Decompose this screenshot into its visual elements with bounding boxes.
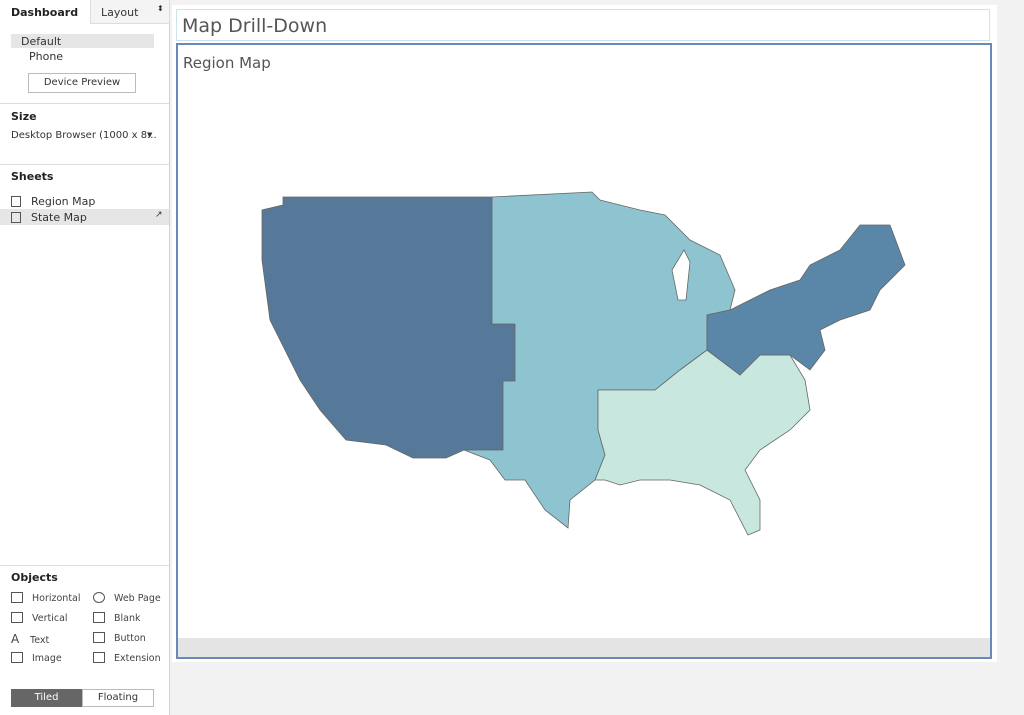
- sheet-item[interactable]: State Map: [31, 211, 87, 224]
- dashboard-title: Map Drill-Down: [182, 15, 328, 37]
- sheet-icon: [11, 196, 21, 207]
- selected-row: [11, 34, 154, 48]
- section-title: Objects: [11, 571, 58, 584]
- object[interactable]: A Text: [11, 632, 50, 646]
- tab[interactable]: Dashboard: [0, 0, 90, 24]
- title-box: Map Drill-Down: [176, 9, 990, 41]
- toggle[interactable]: Tiled: [11, 689, 82, 707]
- region-west[interactable]: [261, 196, 516, 459]
- section-title: Size: [11, 110, 37, 123]
- tab-label: Dashboard: [11, 6, 79, 19]
- label: Extension: [114, 653, 161, 664]
- sheet-container: Region Map: [176, 43, 992, 659]
- toggle[interactable]: Floating: [82, 689, 154, 707]
- object[interactable]: Vertical: [11, 612, 68, 624]
- object[interactable]: Blank: [93, 612, 141, 624]
- label: Blank: [114, 613, 141, 624]
- label: Floating: [97, 692, 139, 703]
- scroll-strip: [178, 638, 990, 657]
- object[interactable]: Horizontal: [11, 592, 81, 604]
- label: Tiled: [34, 692, 59, 703]
- tab[interactable]: Layout ⬍: [90, 0, 170, 24]
- region-east[interactable]: [706, 224, 906, 376]
- button[interactable]: Device Preview: [28, 73, 136, 93]
- label: Vertical: [32, 613, 68, 624]
- label: Image: [32, 653, 62, 664]
- map: [261, 191, 906, 536]
- label: Horizontal: [32, 593, 81, 604]
- device-item[interactable]: Default: [21, 35, 62, 48]
- sheet-item[interactable]: Region Map: [31, 195, 96, 208]
- device-item[interactable]: Phone: [29, 50, 64, 63]
- section-title: Sheets: [11, 170, 54, 183]
- selected-row: [0, 209, 169, 225]
- object[interactable]: Extension: [93, 652, 161, 664]
- tab-label: Layout: [101, 6, 139, 19]
- label: Web Page: [114, 593, 161, 604]
- label: Button: [114, 633, 146, 644]
- object[interactable]: Web Page: [93, 592, 161, 604]
- button-label: Device Preview: [43, 77, 121, 88]
- dropdown[interactable]: Desktop Browser (1000 x 8...: [11, 130, 157, 141]
- sidebar: Dashboard Layout ⬍ Default Phone Device …: [0, 0, 170, 715]
- object[interactable]: Image: [11, 652, 62, 664]
- dashboard: Map Drill-Down Region Map: [172, 5, 997, 662]
- lake: [671, 249, 691, 301]
- object[interactable]: Button: [93, 632, 146, 644]
- label: Text: [30, 635, 50, 646]
- sheet-icon: [11, 212, 21, 223]
- sheet-title: Region Map: [183, 54, 271, 72]
